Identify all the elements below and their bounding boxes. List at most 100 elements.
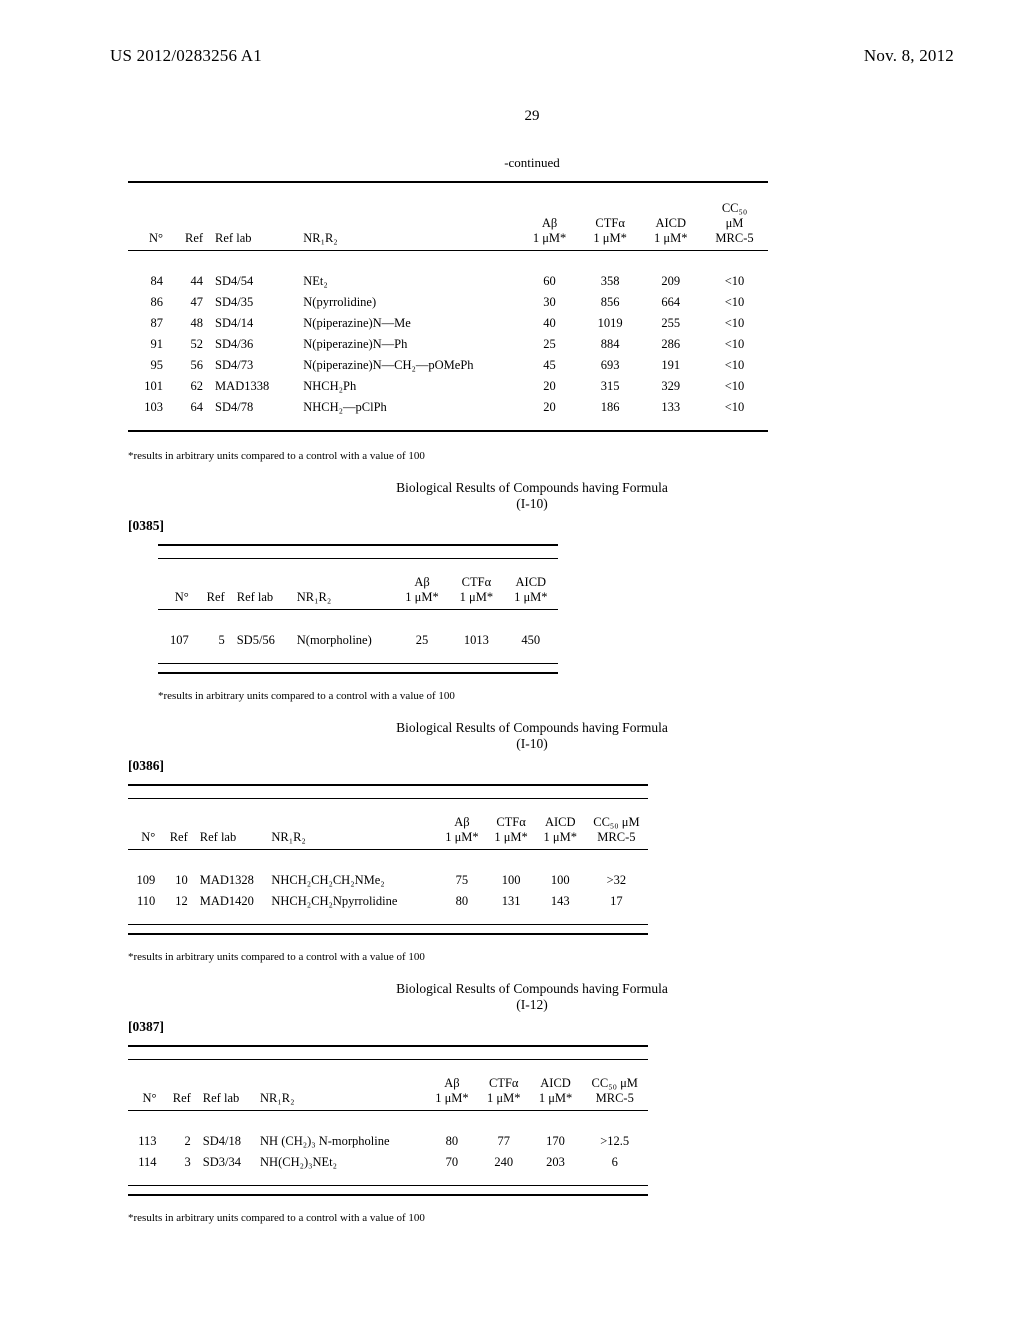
cell-n: 95 xyxy=(128,355,169,376)
cell-aicd: 203 xyxy=(530,1152,582,1173)
table-row: 8444SD4/54NEt₂60358209<10 xyxy=(128,271,768,292)
cell-aicd: 664 xyxy=(640,292,701,313)
publication-date: Nov. 8, 2012 xyxy=(864,46,954,66)
table-2-body: 1075SD5/56N(morpholine)251013450 xyxy=(158,618,558,664)
cell-ref: 64 xyxy=(169,397,209,418)
para-0386: [0386] xyxy=(128,758,954,774)
col-nr: NR₁R₂ xyxy=(297,197,519,251)
col-aicd: AICD1 μM* xyxy=(536,811,585,850)
cell-n: 114 xyxy=(128,1152,163,1173)
cell-aicd: 286 xyxy=(640,334,701,355)
cell-aicd: 100 xyxy=(536,870,585,891)
col-n: N° xyxy=(128,811,161,850)
continued-label: -continued xyxy=(110,155,954,171)
col-reflab: Ref lab xyxy=(197,1072,254,1111)
cell-aicd: 191 xyxy=(640,355,701,376)
cell-ab: 20 xyxy=(519,376,580,397)
cell-cc50: <10 xyxy=(701,334,768,355)
cell-n: 86 xyxy=(128,292,169,313)
section-2-title: Biological Results of Compounds having F… xyxy=(322,480,742,512)
col-n: N° xyxy=(158,571,195,610)
cell-cc50: <10 xyxy=(701,397,768,418)
cell-ctfa: 693 xyxy=(580,355,641,376)
cell-ref: 52 xyxy=(169,334,209,355)
col-cc50: CC₅₀ μMMRC-5 xyxy=(581,1072,648,1111)
cell-cc50: <10 xyxy=(701,271,768,292)
table-3-body: 10910MAD1328NHCH₂CH₂CH₂NMe₂75100100>3211… xyxy=(128,858,648,925)
cell-nr: N(pyrrolidine) xyxy=(297,292,519,313)
cell-aicd: 329 xyxy=(640,376,701,397)
cell-ab: 75 xyxy=(437,870,486,891)
cell-ctfa: 131 xyxy=(487,891,536,912)
cell-aicd: 143 xyxy=(536,891,585,912)
col-ctfa: CTFα1 μM* xyxy=(580,197,641,251)
cell-cc50: >12.5 xyxy=(581,1131,648,1152)
table-row: 1143SD3/34NH(CH₂)₃NEt₂702402036 xyxy=(128,1152,648,1173)
col-ab: Aβ1 μM* xyxy=(519,197,580,251)
cell-ab: 45 xyxy=(519,355,580,376)
cell-ctfa: 315 xyxy=(580,376,641,397)
cell-ctfa: 856 xyxy=(580,292,641,313)
cell-ab: 80 xyxy=(437,891,486,912)
cell-ref: 62 xyxy=(169,376,209,397)
cell-reflab: SD4/35 xyxy=(209,292,297,313)
col-ref: Ref xyxy=(161,811,194,850)
cell-nr: NHCH₂Ph xyxy=(297,376,519,397)
col-ref: Ref xyxy=(163,1072,197,1111)
table-3: N° Ref Ref lab NR₁R₂ Aβ1 μM* CTFα1 μM* A… xyxy=(128,784,648,943)
cell-ctfa: 240 xyxy=(478,1152,530,1173)
cell-ref: 56 xyxy=(169,355,209,376)
cell-ab: 40 xyxy=(519,313,580,334)
col-ref: Ref xyxy=(169,197,209,251)
cell-ctfa: 358 xyxy=(580,271,641,292)
cell-nr: NHCH₂—pClPh xyxy=(297,397,519,418)
cell-n: 107 xyxy=(158,630,195,651)
cell-cc50: 6 xyxy=(581,1152,648,1173)
cell-ctfa: 1013 xyxy=(449,630,503,651)
col-nr: NR₁R₂ xyxy=(254,1072,426,1111)
cell-ctfa: 884 xyxy=(580,334,641,355)
cell-ab: 20 xyxy=(519,397,580,418)
table-1: N° Ref Ref lab NR₁R₂ Aβ1 μM* CTFα1 μM* A… xyxy=(128,181,768,442)
cell-cc50: 17 xyxy=(585,891,648,912)
col-aicd: AICD1 μM* xyxy=(504,571,558,610)
col-ctfa: CTFα1 μM* xyxy=(449,571,503,610)
cell-ab: 25 xyxy=(519,334,580,355)
cell-n: 87 xyxy=(128,313,169,334)
cell-reflab: SD5/56 xyxy=(231,630,291,651)
section-3-title: Biological Results of Compounds having F… xyxy=(322,720,742,752)
cell-n: 91 xyxy=(128,334,169,355)
cell-ref: 3 xyxy=(163,1152,197,1173)
cell-ab: 30 xyxy=(519,292,580,313)
table-row: 11012MAD1420NHCH₂CH₂Npyrrolidine80131143… xyxy=(128,891,648,912)
col-ab: Aβ1 μM* xyxy=(395,571,449,610)
cell-ctfa: 1019 xyxy=(580,313,641,334)
cell-reflab: MAD1420 xyxy=(194,891,266,912)
cell-reflab: MAD1328 xyxy=(194,870,266,891)
col-nr: NR₁R₂ xyxy=(291,571,395,610)
cell-reflab: SD4/18 xyxy=(197,1131,254,1152)
cell-n: 103 xyxy=(128,397,169,418)
cell-nr: NHCH₂CH₂CH₂NMe₂ xyxy=(265,870,437,891)
cell-ctfa: 100 xyxy=(487,870,536,891)
cell-cc50: >32 xyxy=(585,870,648,891)
para-0385: [0385] xyxy=(128,518,954,534)
cell-reflab: SD4/54 xyxy=(209,271,297,292)
col-n: N° xyxy=(128,197,169,251)
cell-ref: 48 xyxy=(169,313,209,334)
cell-aicd: 170 xyxy=(530,1131,582,1152)
cell-n: 109 xyxy=(128,870,161,891)
para-0387: [0387] xyxy=(128,1019,954,1035)
cell-n: 110 xyxy=(128,891,161,912)
cell-ref: 2 xyxy=(163,1131,197,1152)
table-1-body: 8444SD4/54NEt₂60358209<108647SD4/35N(pyr… xyxy=(128,259,768,431)
cell-cc50: <10 xyxy=(701,292,768,313)
cell-nr: NHCH₂CH₂Npyrrolidine xyxy=(265,891,437,912)
table-row: 10364SD4/78NHCH₂—pClPh20186133<10 xyxy=(128,397,768,418)
table-row: 8647SD4/35N(pyrrolidine)30856664<10 xyxy=(128,292,768,313)
cell-reflab: SD3/34 xyxy=(197,1152,254,1173)
cell-cc50: <10 xyxy=(701,376,768,397)
table-4-body: 1132SD4/18NH (CH₂)₃ N-morpholine8077170>… xyxy=(128,1119,648,1186)
cell-ctfa: 77 xyxy=(478,1131,530,1152)
cell-ctfa: 186 xyxy=(580,397,641,418)
